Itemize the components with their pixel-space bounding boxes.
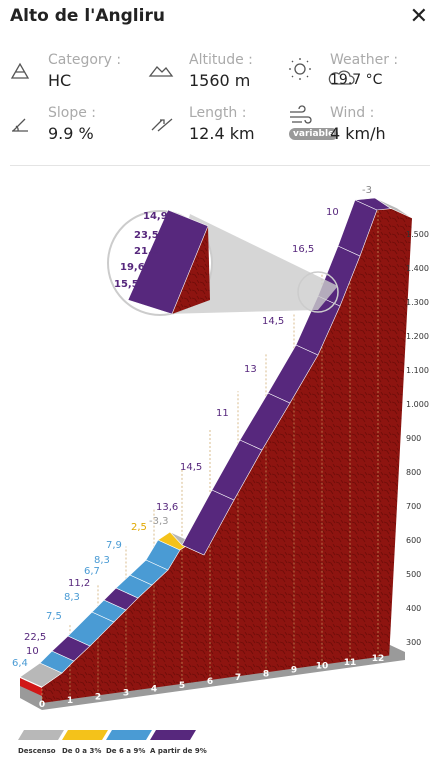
legend-label: De 0 a 3% [62,747,101,755]
stat-value: 9.9 % [48,124,94,143]
altitude-tick: 500 [406,570,421,579]
gradient-label: 14,5 [180,462,202,473]
altitude-tick: 1.100 [406,366,429,375]
stat-label: Altitude : [189,52,253,68]
km-tick: 10 [316,662,329,672]
zoom-gradient-label: 19,6 [120,262,145,273]
gradient-label: 16,5 [292,244,314,255]
gradient-label: 8,3 [64,592,80,603]
gradient-label: -3 [362,185,372,196]
gradient-label: 7,5 [46,611,62,622]
legend-swatch [106,730,152,740]
altitude-tick: 1.200 [406,332,429,341]
stat-value: 12.4 km [189,124,255,143]
stat-value: HC [48,71,72,90]
profile-body [42,208,412,703]
altitude-tick: 300 [406,638,421,647]
km-tick: 9 [291,666,297,676]
legend-label: A partir de 9% [150,747,207,755]
stat-label: Length : [189,105,247,121]
stat-label: Category : [48,52,122,68]
gradient-label: 6,7 [84,566,100,577]
km-tick: 7 [235,673,241,683]
km-tick: 2 [95,692,101,702]
zoom-gradient-label: 14,9 [143,211,168,222]
altitude-tick: 1.300 [406,298,429,307]
stat-label: Slope : [48,105,97,121]
legend-label: De 6 a 9% [106,747,145,755]
gradient-label: 7,9 [106,540,122,551]
gradient-label: 11 [216,408,229,419]
stat-value: 4 km/h [330,124,386,143]
km-tick: 0 [39,700,45,710]
gradient-label: 2,5 [131,522,147,533]
profile-segment [374,197,413,219]
gradient-label: 6,4 [12,658,28,669]
gradient-label: 10 [326,207,339,218]
title: Alto de l'Angliru [10,6,165,26]
altitude-tick: 1.400 [406,264,429,273]
km-tick: 8 [263,669,269,679]
km-tick: 1 [67,696,73,706]
close-button[interactable]: ✕ [409,4,428,29]
legend-swatch [62,730,108,740]
km-tick: 5 [179,681,185,691]
altitude-tick: 700 [406,502,421,511]
gradient-label: 8,3 [94,555,110,566]
altitude-tick: 400 [406,604,421,613]
profile-start [20,678,42,696]
km-tick: 6 [207,677,213,687]
gradient-label: 13,6 [156,502,178,513]
zoom-ribbon [127,209,209,315]
legend-swatch [18,730,64,740]
stat-label: Weather : [330,52,399,68]
wind-badge: variable [289,128,339,140]
legend-swatch [150,730,196,740]
gradient-label: 22,5 [24,632,46,643]
altitude-tick: 800 [406,468,421,477]
icons [10,58,355,132]
gradient-label: 10 [26,646,39,657]
altitude-tick: 1.000 [406,400,429,409]
altitude-tick: 900 [406,434,421,443]
altitude-tick: 1.500 [406,230,429,239]
gradient-label: 11,2 [68,578,90,589]
zoom-small [297,271,339,313]
zoom-gradient-label: 21,6 [134,246,159,257]
altitude-tick: 600 [406,536,421,545]
zoom-gradient-label: 23,5 [134,230,159,241]
stat-label: Wind : [330,105,375,121]
km-tick: 11 [344,658,357,668]
stat-value: 19.7 °C [330,72,383,88]
zoom-gradient-label: 15,5 [114,279,139,290]
gradient-label: 14,5 [262,316,284,327]
km-tick: 4 [151,685,157,695]
legend-label: Descenso [18,747,56,755]
km-tick: 12 [372,654,385,664]
gradient-label: 13 [244,364,257,375]
divider [10,165,430,166]
gradient-label: -3,3 [149,516,169,527]
stat-value: 1560 m [189,71,251,90]
km-tick: 3 [123,689,129,699]
